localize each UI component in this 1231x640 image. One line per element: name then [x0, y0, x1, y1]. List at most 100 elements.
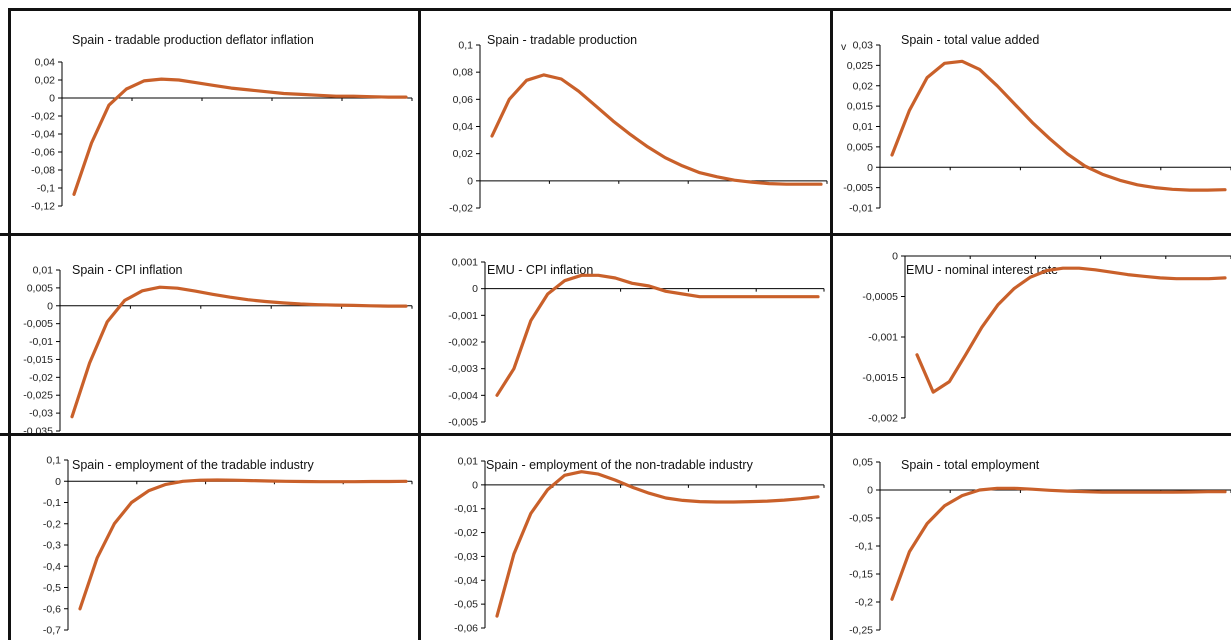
chart-panel-3: 0,03 0,025 0,02 0,015 0,01 0,005 0 -0,005 -0,01 S… — [832, 8, 1231, 234]
panel-divider-vertical — [418, 8, 421, 640]
y-tick-label: -0,0005 — [862, 291, 898, 303]
y-tick-label: -0,02 — [449, 203, 473, 215]
y-tick-label: -0,1 — [43, 497, 61, 509]
chart-svg: 0,03 0,025 0,02 0,015 0,01 0,005 0 -0,005 -0,01 S… — [841, 33, 1231, 215]
chart-panel-2: 0,1 0,08 0,06 0,04 0,02 0 -0,02 Spain - tradabl… — [420, 8, 832, 234]
y-tick-label: -0,005 — [843, 182, 873, 194]
y-tick-label: -0,05 — [849, 513, 873, 525]
panel-border-left — [8, 8, 11, 640]
y-tick-label: -0,002 — [448, 337, 478, 349]
y-tick-label: -0,15 — [849, 569, 873, 581]
series-line — [890, 486, 1227, 601]
chart-title: Spain - employment of the tradable indus… — [72, 458, 315, 472]
y-tick-label: 0,01 — [33, 265, 54, 277]
y-tick-label: 0,015 — [847, 101, 873, 113]
y-tick-label: 0,1 — [458, 40, 473, 52]
panel-divider-horizontal — [0, 233, 1231, 236]
y-tick-label: 0,1 — [46, 455, 61, 467]
y-tick-label: 0 — [467, 175, 473, 187]
y-tick-label: 0 — [55, 476, 61, 488]
y-tick-label: -0,04 — [31, 129, 55, 141]
y-tick-label: 0,005 — [27, 282, 53, 294]
y-tick-label: 0 — [472, 479, 478, 491]
y-tick-label: -0,001 — [868, 332, 898, 344]
chart-title: Spain - total employment — [901, 458, 1040, 472]
y-tick-label: -0,6 — [43, 603, 61, 615]
y-tick-label: -0,02 — [454, 527, 478, 539]
y-tick-label: 0 — [472, 283, 478, 295]
y-tick-label: 0,02 — [35, 75, 56, 87]
series-line — [490, 73, 823, 186]
y-tick-label: 0,005 — [847, 141, 873, 153]
y-tick-label: 0 — [47, 300, 53, 312]
y-tick-label: -0,05 — [454, 599, 478, 611]
y-tick-label: 0 — [892, 251, 898, 263]
y-tick-label: 0,05 — [853, 457, 874, 469]
chart-annotation: v — [841, 41, 847, 53]
chart-title: EMU - nominal interest rate — [906, 263, 1058, 277]
y-tick-label: 0,02 — [453, 148, 474, 160]
y-tick-label: -0,03 — [454, 551, 478, 563]
series-line — [495, 470, 820, 618]
panel-divider-horizontal — [0, 433, 1231, 436]
y-tick-label: 0,01 — [458, 456, 479, 468]
y-tick-label: -0,06 — [454, 623, 478, 635]
y-tick-label: -0,04 — [454, 575, 478, 587]
y-tick-label: -0,02 — [31, 111, 55, 123]
y-tick-label: -0,4 — [43, 561, 61, 573]
series-line — [495, 273, 820, 397]
chart-svg: 0,1 0,08 0,06 0,04 0,02 0 -0,02 Spain - tradabl… — [449, 33, 828, 215]
y-tick-label: 0,001 — [452, 257, 478, 269]
y-tick-label: 0,01 — [853, 121, 874, 133]
y-tick-label: -0,5 — [43, 582, 61, 594]
y-tick-label: -0,1 — [37, 183, 55, 195]
chart-panel-5: 0,001 0 -0,001 -0,002 -0,003 -0,004 -0,005 EMU … — [420, 234, 832, 434]
y-tick-label: -0,12 — [31, 201, 55, 213]
y-tick-label: -0,035 — [23, 426, 53, 435]
y-tick-label: 0,03 — [853, 40, 874, 52]
y-tick-label: -0,1 — [855, 541, 873, 553]
chart-title: Spain - tradable production — [487, 33, 637, 47]
y-tick-label: -0,2 — [855, 597, 873, 609]
chart-panel-4: 0,01 0,005 0 -0,005 -0,01 -0,015 -0,02 -0,025 -0… — [0, 234, 420, 434]
y-tick-label: -0,06 — [31, 147, 55, 159]
y-tick-label: -0,01 — [849, 203, 873, 215]
y-tick-label: -0,002 — [868, 413, 898, 425]
y-tick-label: 0 — [867, 162, 873, 174]
chart-svg: 0,1 0 -0,1 -0,2 -0,3 -0,4 -0,5 -0,6 -0,7 Spain - … — [43, 455, 413, 637]
y-tick-label: -0,01 — [454, 503, 478, 515]
y-tick-label: 0,025 — [847, 60, 873, 72]
series-line — [890, 59, 1227, 192]
y-tick-label: 0,08 — [453, 67, 474, 79]
y-tick-label: -0,3 — [43, 540, 61, 552]
y-tick-label: 0,06 — [453, 94, 474, 106]
y-tick-label: 0 — [867, 485, 873, 497]
chart-title: Spain - employment of the non-tradable i… — [486, 458, 754, 472]
y-tick-label: -0,005 — [23, 318, 53, 330]
chart-panel-1: 0,04 0,02 0 -0,02 -0,04 -0,06 -0,08 -0,1 -0,12 Sp… — [0, 8, 420, 234]
y-tick-label: -0,25 — [849, 625, 873, 637]
y-tick-label: -0,004 — [448, 390, 478, 402]
series-line — [915, 266, 1227, 394]
chart-svg: 0,01 0 -0,01 -0,02 -0,03 -0,04 -0,05 -0,06 Spain… — [454, 456, 825, 635]
chart-svg: 0,05 0 -0,05 -0,1 -0,15 -0,2 -0,25 Spain - tota… — [849, 457, 1231, 637]
y-tick-label: -0,7 — [43, 625, 61, 637]
y-tick-label: 0,04 — [453, 121, 474, 133]
chart-panel-9: 0,05 0 -0,05 -0,1 -0,15 -0,2 -0,25 Spain - tota… — [832, 434, 1231, 640]
chart-title: Spain - tradable production deflator inf… — [72, 33, 314, 47]
chart-svg: 0,04 0,02 0 -0,02 -0,04 -0,06 -0,08 -0,1 -0,12 Sp… — [31, 33, 413, 213]
y-tick-label: 0,04 — [35, 57, 56, 69]
panel-divider-vertical — [830, 8, 833, 640]
chart-panel-8: 0,01 0 -0,01 -0,02 -0,03 -0,04 -0,05 -0,06 Spain… — [420, 434, 832, 640]
series-line — [72, 77, 408, 196]
y-tick-label: -0,025 — [23, 390, 53, 402]
series-line — [70, 285, 408, 419]
chart-svg: 0,01 0,005 0 -0,005 -0,01 -0,015 -0,02 -0,025 -0… — [23, 263, 413, 435]
y-tick-label: -0,001 — [448, 310, 478, 322]
y-tick-label: -0,02 — [29, 372, 53, 384]
y-tick-label: -0,0015 — [862, 372, 898, 384]
chart-title: Spain - CPI inflation — [72, 263, 183, 277]
series-line — [78, 478, 408, 611]
y-tick-label: -0,2 — [43, 518, 61, 530]
chart-panel-6: 0 -0,0005 -0,001 -0,0015 -0,002 EMU - nominal… — [832, 234, 1231, 434]
